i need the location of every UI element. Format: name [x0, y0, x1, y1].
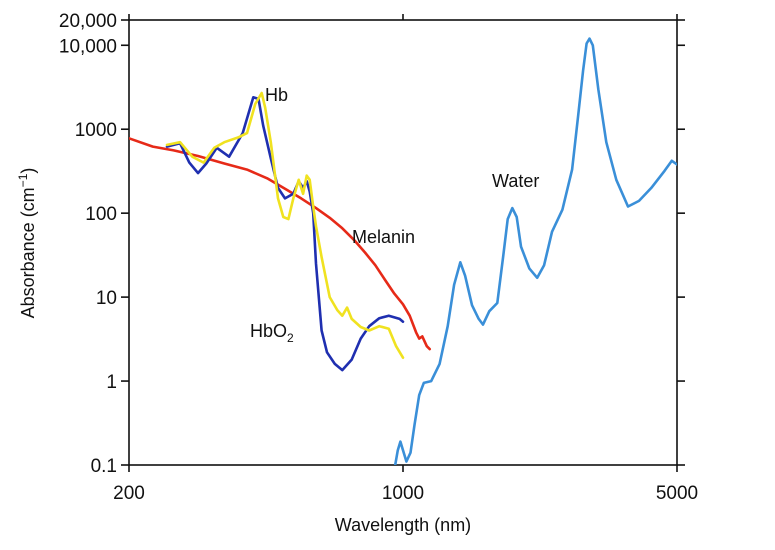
series-label-water: Water	[492, 171, 539, 191]
y-tick-label: 1	[106, 372, 117, 393]
series-line-water	[393, 37, 677, 465]
series-line-melanin	[129, 137, 431, 351]
y-tick-label: 0.1	[91, 456, 117, 477]
y-tick-label: 1000	[75, 120, 117, 141]
axis-ticks: 0.1 1 10 100 1000 10,000 20,000 200 1000 5000	[59, 11, 698, 504]
series-label-hb: Hb	[265, 85, 288, 105]
series-layer	[129, 37, 677, 465]
series-label-hbo2: HbO2	[250, 321, 294, 345]
x-tick-label: 1000	[382, 483, 424, 504]
series-line-hbo	[165, 91, 405, 359]
x-tick-label: 5000	[656, 483, 698, 504]
x-tick-label: 200	[113, 483, 145, 504]
y-tick-label: 20,000	[59, 11, 117, 32]
x-axis-title: Wavelength (nm)	[335, 515, 471, 535]
y-axis-title: Absorbance (cm−1)	[16, 168, 38, 319]
y-tick-label: 10	[96, 288, 117, 309]
series-label-melanin: Melanin	[352, 227, 415, 247]
y-tick-label: 10,000	[59, 36, 117, 57]
y-tick-label: 100	[85, 204, 117, 225]
